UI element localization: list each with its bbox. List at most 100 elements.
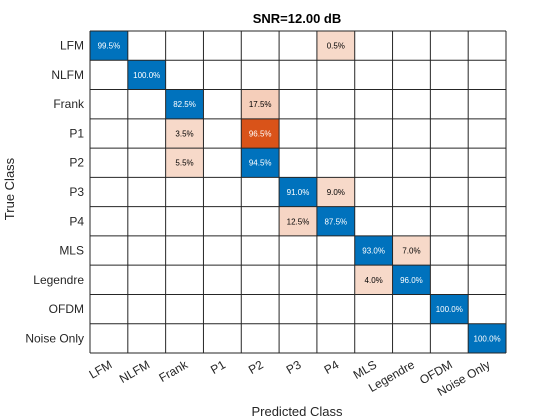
matrix-cell-empty xyxy=(468,235,506,266)
matrix-cell-diagonal xyxy=(90,31,128,61)
matrix-cell-empty xyxy=(90,206,128,236)
matrix-cell-empty xyxy=(165,235,204,266)
matrix-cell-empty xyxy=(90,294,128,324)
matrix-cell-empty xyxy=(165,177,204,207)
matrix-cell-empty xyxy=(316,265,355,295)
matrix-cell-empty xyxy=(468,60,506,90)
matrix-cell-empty xyxy=(430,60,469,90)
x-tick-label: P4 xyxy=(322,357,342,377)
chart-title: SNR=12.00 dB xyxy=(253,11,342,26)
cell-value-label: 93.0% xyxy=(362,247,385,256)
matrix-cell-empty xyxy=(279,60,317,90)
matrix-cell-empty xyxy=(165,31,204,61)
matrix-cell-empty xyxy=(354,148,393,178)
matrix-cell-empty xyxy=(468,294,506,324)
matrix-cell-empty xyxy=(127,206,166,236)
matrix-cell-empty xyxy=(468,177,506,207)
matrix-cell-empty xyxy=(203,148,242,178)
matrix-cell-empty xyxy=(127,148,166,178)
matrix-cell-empty xyxy=(354,60,393,90)
matrix-cell-empty xyxy=(203,89,242,119)
y-tick-label: P2 xyxy=(69,156,84,170)
cell-value-label: 100.0% xyxy=(436,305,463,314)
matrix-cell-empty xyxy=(165,206,204,236)
cell-value-label: 96.5% xyxy=(249,129,272,138)
x-tick-label: NLFM xyxy=(117,357,152,385)
matrix-cell-empty xyxy=(90,323,128,353)
x-tick-label: P2 xyxy=(246,357,266,377)
cell-value-label: 100.0% xyxy=(474,334,501,343)
matrix-cell-empty xyxy=(90,177,128,207)
y-tick-label: NLFM xyxy=(51,68,84,82)
y-tick-labels: LFM NLFM Frank P1 P2 P3 P4 MLS Legendre OFDM Noise… xyxy=(25,39,85,346)
matrix-cell-offdiagonal xyxy=(241,118,280,149)
matrix-cell-empty xyxy=(90,118,128,149)
cell-value-label: 87.5% xyxy=(324,217,347,226)
cell-labels-layer: 99.5% 0.5% 100.0% 82.5% 17.5% 3.5% 96.5% 5.5% 94… xyxy=(98,42,501,344)
matrix-cell-offdiagonal xyxy=(165,148,204,178)
matrix-cell-empty xyxy=(392,294,431,324)
matrix-cell-empty xyxy=(279,148,317,178)
matrix-cell-empty xyxy=(392,323,431,353)
matrix-cell-empty xyxy=(203,323,242,353)
matrix-cell-empty xyxy=(354,89,393,119)
x-tick-label: P1 xyxy=(208,357,228,377)
matrix-cell-empty xyxy=(430,235,469,266)
matrix-cell-empty xyxy=(316,60,355,90)
matrix-cell-diagonal xyxy=(241,148,280,178)
matrix-cell-empty xyxy=(468,118,506,149)
matrix-cell-empty xyxy=(316,89,355,119)
cell-value-label: 82.5% xyxy=(173,100,196,109)
matrix-cell-diagonal xyxy=(127,60,166,90)
cell-value-label: 4.0% xyxy=(365,276,383,285)
y-tick-label: P4 xyxy=(69,214,84,228)
cell-value-label: 7.0% xyxy=(402,247,420,256)
matrix-cell-empty xyxy=(430,148,469,178)
matrix-cell-empty xyxy=(468,148,506,178)
cell-value-label: 100.0% xyxy=(133,71,160,80)
matrix-cell-empty xyxy=(165,60,204,90)
matrix-cell-empty xyxy=(241,177,280,207)
y-tick-label: Frank xyxy=(53,97,85,111)
matrix-cell-empty xyxy=(279,294,317,324)
matrix-cell-empty xyxy=(127,265,166,295)
matrix-cell-empty xyxy=(316,294,355,324)
matrix-cell-empty xyxy=(127,118,166,149)
matrix-cell-empty xyxy=(241,235,280,266)
matrix-cell-empty xyxy=(279,118,317,149)
matrix-cell-empty xyxy=(430,89,469,119)
cell-value-label: 94.5% xyxy=(249,159,272,168)
matrix-cell-empty xyxy=(430,118,469,149)
matrix-cell-diagonal xyxy=(468,323,506,353)
matrix-cell-diagonal xyxy=(392,265,431,295)
matrix-cell-empty xyxy=(279,323,317,353)
matrix-cell-empty xyxy=(392,118,431,149)
matrix-cell-empty xyxy=(203,60,242,90)
matrix-cell-empty xyxy=(165,265,204,295)
matrix-cell-empty xyxy=(392,60,431,90)
x-tick-label: LFM xyxy=(87,357,115,381)
matrix-cell-empty xyxy=(354,294,393,324)
y-tick-label: MLS xyxy=(59,244,84,258)
matrix-cell-offdiagonal xyxy=(241,89,280,119)
matrix-cell-empty xyxy=(203,235,242,266)
matrix-cell-offdiagonal xyxy=(316,31,355,61)
matrix-cell-diagonal xyxy=(279,177,317,207)
matrix-cell-empty xyxy=(354,31,393,61)
matrix-cell-empty xyxy=(316,323,355,353)
matrix-cell-empty xyxy=(127,323,166,353)
matrix-cell-empty xyxy=(279,235,317,266)
matrix-cell-diagonal xyxy=(354,235,393,266)
matrix-cell-empty xyxy=(354,118,393,149)
matrix-cell-offdiagonal xyxy=(354,265,393,295)
cell-value-label: 99.5% xyxy=(98,42,121,51)
cells-layer xyxy=(90,31,506,353)
matrix-cell-empty xyxy=(468,206,506,236)
matrix-cell-empty xyxy=(354,206,393,236)
y-tick-label: P1 xyxy=(69,126,84,140)
matrix-cell-empty xyxy=(468,89,506,119)
matrix-cell-empty xyxy=(392,206,431,236)
matrix-cell-empty xyxy=(90,148,128,178)
matrix-cell-offdiagonal xyxy=(279,206,317,236)
